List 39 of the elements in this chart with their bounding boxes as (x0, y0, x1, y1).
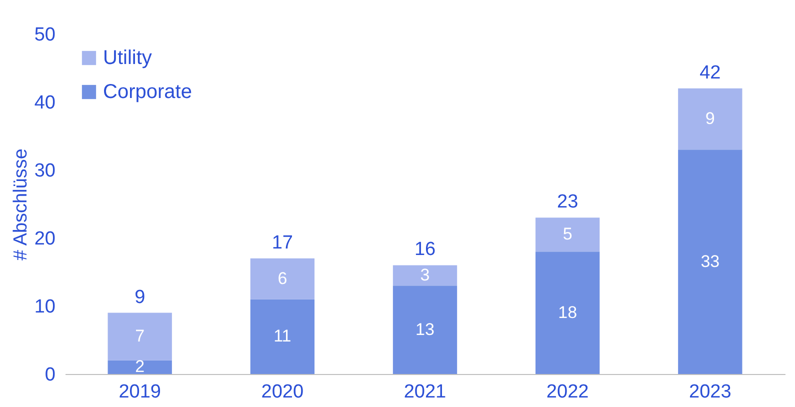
bar (108, 360, 172, 374)
total-label: 42 (700, 62, 721, 84)
data-label: 7 (135, 326, 145, 346)
bar (535, 218, 600, 252)
total-label: 17 (272, 232, 293, 254)
bar (250, 299, 315, 374)
x-tick-label: 2019 (118, 382, 161, 402)
data-label: 11 (274, 326, 292, 346)
bar (678, 88, 742, 150)
legend-label: Utility (103, 47, 152, 69)
data-label: 18 (558, 302, 578, 322)
total-label: 9 (134, 286, 146, 308)
bar (678, 150, 742, 374)
y-tick-label: 40 (34, 92, 56, 114)
data-label: 6 (278, 268, 288, 288)
x-tick-label: 2021 (404, 382, 446, 402)
y-tick-label: 0 (44, 364, 56, 386)
data-label: 3 (420, 265, 430, 284)
x-tick-label: 2020 (261, 382, 304, 402)
legend-label: Corporate (103, 81, 192, 103)
total-label: 16 (414, 239, 436, 260)
data-label: 13 (416, 320, 434, 339)
bar (535, 252, 600, 374)
y-axis-title: # Abschlüsse (10, 148, 32, 260)
y-tick-label: 50 (34, 24, 56, 46)
data-label: 5 (562, 224, 572, 244)
data-label: 33 (700, 252, 720, 271)
x-tick-label: 2022 (546, 382, 589, 402)
y-tick-label: 10 (34, 296, 56, 318)
bar (392, 265, 458, 286)
y-tick-label: 20 (34, 228, 56, 250)
data-label: 9 (705, 109, 715, 128)
x-tick-label: 2023 (689, 382, 732, 402)
bar (392, 286, 458, 374)
data-label: 2 (135, 357, 145, 376)
y-tick-label: 30 (34, 160, 56, 182)
bar (108, 312, 172, 360)
bar (250, 258, 315, 300)
total-label: 23 (557, 192, 578, 213)
